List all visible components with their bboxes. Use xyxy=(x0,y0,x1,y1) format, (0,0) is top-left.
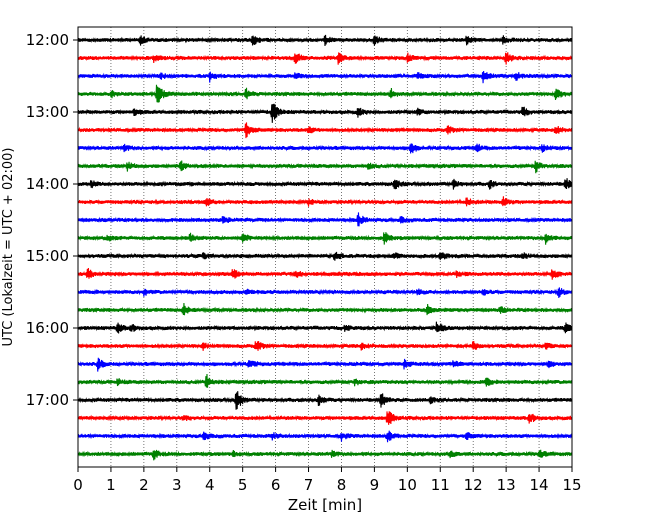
plot-frame xyxy=(77,26,573,468)
trace-row xyxy=(77,251,573,261)
y-tick-label: 14:00 xyxy=(26,175,69,193)
x-tick-label: 7 xyxy=(304,476,314,494)
trace-row xyxy=(77,178,573,190)
y-tick-label: 13:00 xyxy=(26,103,69,121)
x-tick-label: 2 xyxy=(139,476,149,494)
x-tick-label: 12 xyxy=(464,476,483,494)
x-tick-label: 10 xyxy=(398,476,417,494)
trace-row xyxy=(77,411,573,425)
trace-row xyxy=(77,391,573,410)
x-tick-label: 1 xyxy=(106,476,116,494)
y-tick-label: 17:00 xyxy=(26,391,69,409)
trace-row xyxy=(77,84,573,103)
y-axis-ticks: 12:00 13:00 14:00 15:00 16:00 17:00 xyxy=(26,31,78,409)
trace-row xyxy=(77,232,573,245)
trace-row xyxy=(77,449,573,461)
trace-row xyxy=(77,287,573,298)
x-tick-label: 0 xyxy=(73,476,83,494)
x-axis-ticks: 0 1 2 3 4 5 6 7 8 9 10 11 12 13 14 15 xyxy=(73,467,582,494)
trace-row xyxy=(77,52,573,65)
trace-row xyxy=(77,212,573,227)
x-tick-label: 14 xyxy=(530,476,549,494)
trace-row xyxy=(77,143,573,154)
trace-row xyxy=(77,160,573,174)
x-axis-label: Zeit [min] xyxy=(288,496,362,514)
trace-row xyxy=(77,268,573,280)
trace-row xyxy=(77,103,573,123)
trace-row xyxy=(77,302,573,316)
trace-row xyxy=(77,357,573,372)
x-tick-label: 3 xyxy=(172,476,182,494)
x-tick-label: 5 xyxy=(238,476,248,494)
seismogram-traces xyxy=(77,34,573,461)
trace-row xyxy=(77,122,573,139)
trace-row xyxy=(77,430,573,443)
trace-row xyxy=(77,196,573,207)
x-tick-label: 9 xyxy=(370,476,380,494)
trace-row xyxy=(77,321,573,334)
trace-row xyxy=(77,71,573,84)
x-tick-label: 4 xyxy=(205,476,215,494)
vertical-grid xyxy=(110,27,540,467)
y-tick-label: 12:00 xyxy=(26,31,69,49)
x-tick-label: 8 xyxy=(337,476,347,494)
x-tick-label: 11 xyxy=(431,476,450,494)
y-tick-label: 16:00 xyxy=(26,319,69,337)
y-axis-label: UTC (Lokalzeit = UTC + 02:00) xyxy=(1,148,16,347)
trace-row xyxy=(77,373,573,388)
y-tick-label: 15:00 xyxy=(26,247,69,265)
trace-row xyxy=(77,341,573,351)
trace-row xyxy=(77,34,573,47)
x-tick-label: 15 xyxy=(562,476,581,494)
x-tick-label: 13 xyxy=(497,476,516,494)
x-tick-label: 6 xyxy=(271,476,281,494)
